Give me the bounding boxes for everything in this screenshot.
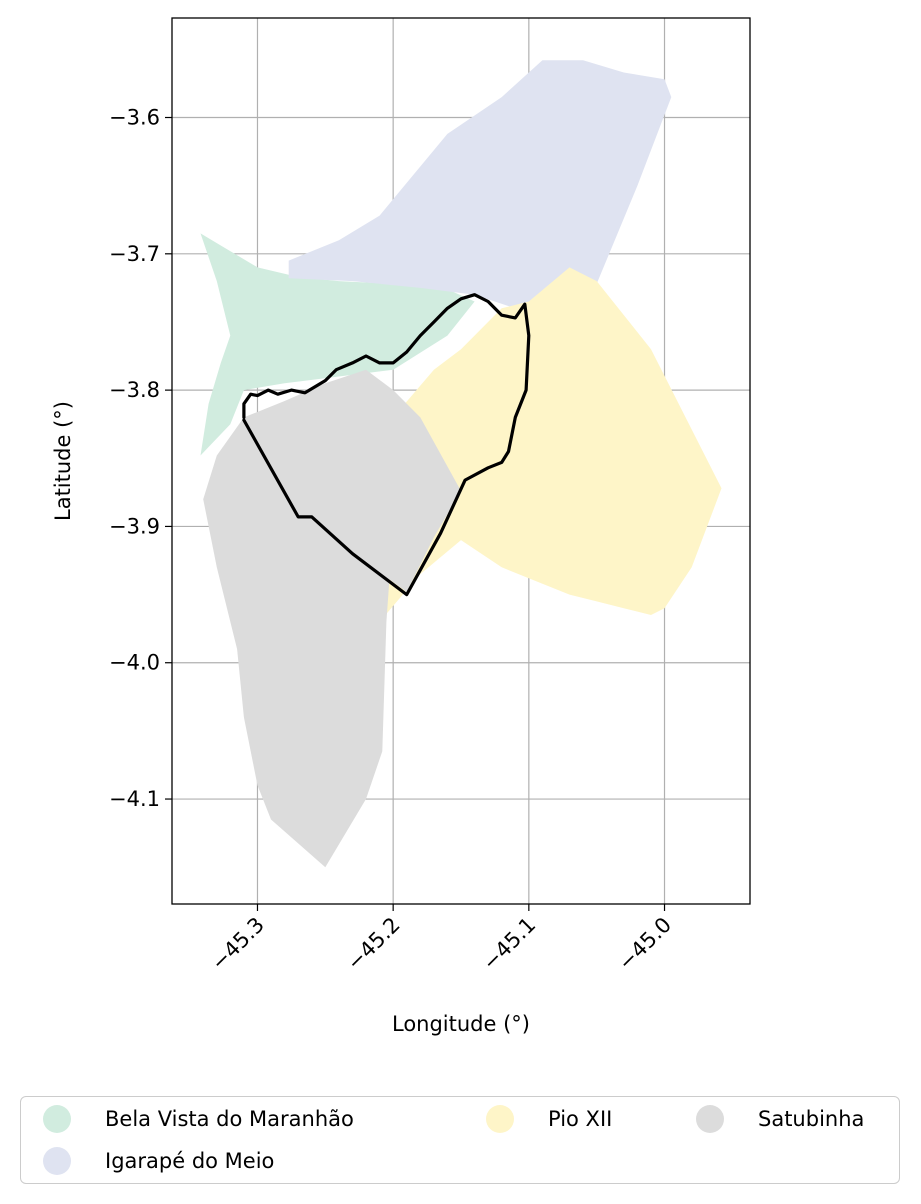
y-tick-label: −4.0 [109, 651, 160, 675]
x-tick-label: −45.3 [207, 913, 269, 975]
x-tick-label: −45.2 [342, 913, 404, 975]
legend-item-igarape: Igarapé do Meio [43, 1146, 274, 1176]
region-igarape-do-meio [289, 60, 672, 308]
legend-label: Satubinha [758, 1107, 864, 1131]
region-polygons [201, 60, 722, 867]
x-axis-title: Longitude (°) [392, 1012, 530, 1036]
legend-swatch [696, 1105, 724, 1133]
y-tick-label: −3.9 [109, 514, 160, 538]
y-tick-label: −3.8 [109, 378, 160, 402]
legend-item-pio-xii: Pio XII [486, 1104, 612, 1134]
x-tick-label: −45.1 [478, 913, 540, 975]
y-axis-ticks: −3.6 −3.7 −3.8 −3.9 −4.0 −4.1 [109, 106, 172, 812]
legend-swatch [486, 1105, 514, 1133]
y-tick-label: −3.7 [109, 242, 160, 266]
x-axis-ticks: −45.3 −45.2 −45.1 −45.0 [207, 904, 677, 975]
legend: Bela Vista do Maranhão Igarapé do Meio P… [20, 1096, 900, 1184]
y-tick-label: −4.1 [109, 787, 160, 811]
legend-label: Bela Vista do Maranhão [105, 1107, 354, 1131]
legend-item-bela-vista: Bela Vista do Maranhão [43, 1104, 354, 1134]
map-figure: −45.3 −45.2 −45.1 −45.0 −3.6 −3.7 −3.8 −3.9 −4.… [0, 0, 921, 1090]
legend-item-satubinha: Satubinha [696, 1104, 864, 1134]
x-tick-label: −45.0 [614, 913, 676, 975]
legend-swatch [43, 1105, 71, 1133]
legend-label: Igarapé do Meio [105, 1149, 274, 1173]
legend-label: Pio XII [548, 1107, 612, 1131]
region-satubinha [203, 370, 461, 868]
legend-swatch [43, 1147, 71, 1175]
y-tick-label: −3.6 [109, 106, 160, 130]
y-axis-title: Latitude (°) [51, 401, 75, 521]
